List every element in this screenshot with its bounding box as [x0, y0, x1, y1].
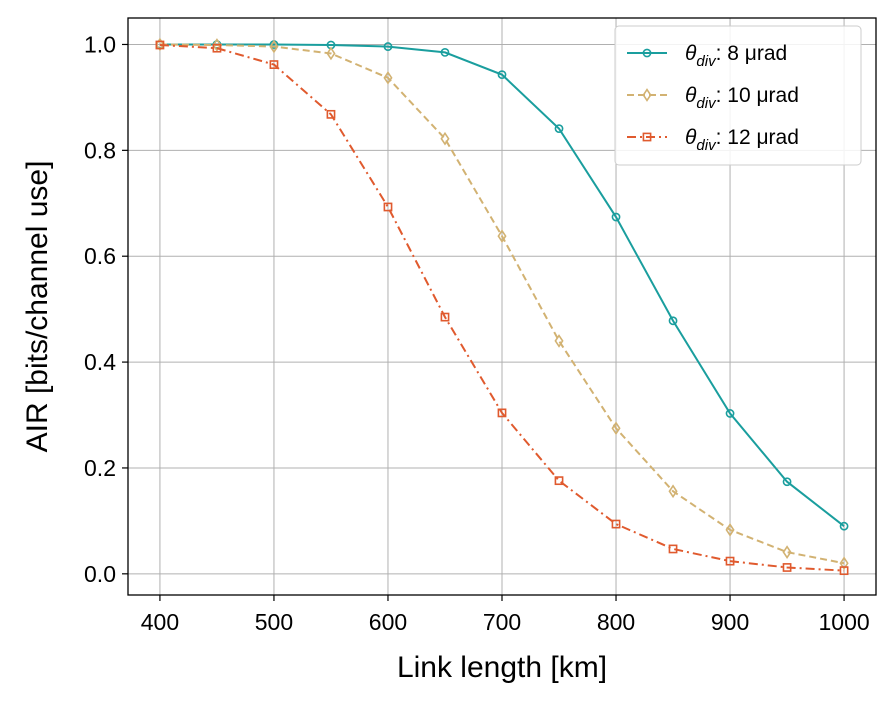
legend-item: θdiv: 8 μrad — [627, 42, 787, 70]
y-axis: 0.0 0.2 0.4 0.6 0.8 1.0 — [84, 31, 128, 587]
y-tick-label: 0.0 — [84, 561, 116, 587]
data-point — [383, 70, 393, 85]
data-point — [269, 39, 279, 54]
series-2 — [155, 37, 849, 571]
legend-item: θdiv: 10 μrad — [627, 84, 799, 112]
series-line — [159, 43, 845, 527]
data-point — [497, 70, 507, 80]
x-axis-label: Link length [km] — [397, 651, 607, 684]
data-point — [782, 563, 792, 572]
data-point — [269, 60, 279, 69]
data-point — [554, 124, 564, 134]
data-point — [440, 131, 450, 146]
x-tick-label: 400 — [141, 609, 179, 635]
x-tick-label: 800 — [597, 609, 635, 635]
data-point — [440, 48, 450, 57]
data-point — [212, 38, 222, 52]
series-line — [159, 43, 845, 572]
data-point — [155, 40, 165, 50]
data-point — [839, 521, 849, 531]
data-point — [497, 229, 507, 243]
data-point — [383, 202, 393, 212]
y-tick-label: 0.8 — [84, 137, 116, 163]
x-axis: 400 500 600 700 800 900 1000 — [141, 595, 870, 635]
legend-value: : 10 μrad — [716, 84, 799, 107]
legend-label: θdiv: 8 μrad — [685, 42, 787, 70]
data-point — [725, 556, 735, 566]
data-point — [782, 545, 792, 559]
data-point — [668, 544, 678, 554]
legend-subscript: div — [696, 95, 717, 112]
y-tick-label: 0.2 — [84, 455, 116, 481]
data-point — [326, 46, 336, 61]
data-point — [839, 556, 849, 571]
legend-marker — [642, 132, 652, 142]
legend-box — [614, 25, 862, 166]
x-tick-label: 500 — [255, 609, 293, 635]
y-tick-label: 1.0 — [84, 31, 116, 57]
data-point — [497, 408, 507, 418]
data-point — [725, 409, 735, 418]
legend-marker — [642, 88, 652, 102]
legend-value: : 12 μrad — [716, 126, 799, 149]
data-point — [440, 312, 450, 322]
y-axis-label: AIR [bits/channel use] — [21, 161, 54, 453]
legend-symbol: θ — [685, 84, 697, 107]
data-point — [611, 212, 621, 222]
data-point — [326, 109, 336, 119]
legend-symbol: θ — [685, 126, 697, 149]
data-point — [554, 334, 564, 348]
legend-subscript: div — [696, 137, 717, 154]
x-tick-label: 600 — [369, 609, 407, 635]
data-point — [839, 566, 849, 576]
series-3 — [155, 40, 849, 576]
legend-label: θdiv: 10 μrad — [685, 84, 799, 112]
data-point — [155, 37, 165, 52]
data-point — [668, 316, 678, 326]
x-tick-label: 900 — [711, 609, 749, 635]
data-point — [611, 421, 621, 436]
x-tick-label: 700 — [483, 609, 521, 635]
legend-label: θdiv: 12 μrad — [685, 126, 799, 154]
y-tick-label: 0.4 — [84, 349, 116, 375]
legend-item: θdiv: 12 μrad — [627, 126, 799, 154]
legend-symbol: θ — [685, 42, 697, 65]
y-tick-label: 0.6 — [84, 243, 116, 269]
data-point — [611, 519, 621, 529]
data-point — [725, 523, 735, 537]
legend-value: : 8 μrad — [716, 42, 788, 65]
legend-marker — [642, 48, 652, 58]
data-point — [383, 42, 393, 51]
series-line — [159, 43, 845, 565]
legend-subscript: div — [696, 53, 717, 70]
data-point — [212, 43, 222, 53]
series-layer — [155, 37, 849, 576]
data-point — [668, 484, 678, 499]
data-point — [782, 477, 792, 487]
data-point — [554, 476, 564, 486]
x-tick-label: 1000 — [818, 609, 869, 635]
